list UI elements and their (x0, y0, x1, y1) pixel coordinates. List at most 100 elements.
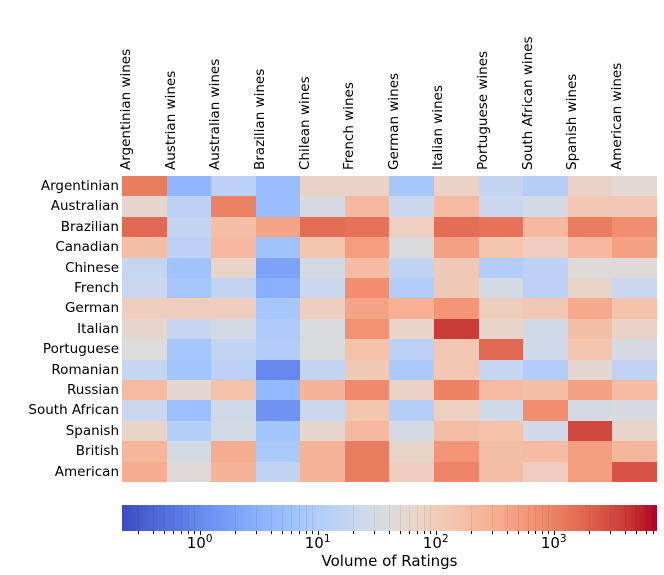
heatmap-cell (389, 461, 435, 482)
heatmap-cell (166, 176, 212, 197)
heatmap-cell (567, 359, 613, 380)
colorbar-minor-tick (194, 505, 196, 531)
heatmap-cell (434, 339, 479, 360)
heatmap-cell (344, 257, 390, 278)
heatmap-cell (255, 196, 301, 217)
colorbar-minor-tick-mark (291, 531, 293, 534)
colorbar-minor-tick-mark (589, 531, 591, 534)
heatmap-cell (211, 441, 256, 462)
heatmap-cell (211, 461, 256, 482)
heatmap-cell (255, 359, 301, 380)
heatmap-cell (300, 176, 345, 197)
colorbar-minor-tick (353, 505, 355, 531)
heatmap-cell (300, 237, 345, 258)
heatmap-cell (612, 339, 657, 360)
colorbar-minor-tick-mark (491, 531, 493, 534)
heatmap-cell (344, 176, 390, 197)
colorbar-minor-tick (589, 505, 591, 531)
heatmap-cell (389, 359, 435, 380)
heatmap-cell (478, 176, 524, 197)
heatmap-cell (434, 441, 479, 462)
heatmap-cell (434, 298, 479, 319)
heatmap-cell (389, 400, 435, 421)
tick-base: 10 (186, 534, 206, 552)
heatmap-cell (523, 298, 568, 319)
colorbar-minor-tick-mark (535, 531, 537, 534)
colorbar-minor-tick (270, 505, 272, 531)
colorbar-minor-tick-mark (506, 531, 508, 534)
heatmap-cell (300, 339, 345, 360)
heatmap-grid (122, 176, 657, 482)
heatmap-cell (255, 339, 301, 360)
colorbar-minor-tick (624, 505, 626, 531)
heatmap-cell (166, 461, 212, 482)
heatmap-cell (166, 400, 212, 421)
heatmap-cell (211, 237, 256, 258)
heatmap-cell (255, 400, 301, 421)
heatmap-cell (612, 176, 657, 197)
heatmap-cell (478, 461, 524, 482)
heatmap-cell (122, 257, 167, 278)
heatmap-cell (478, 379, 524, 401)
heatmap-cell (344, 379, 390, 401)
colorbar-minor-tick-mark (188, 531, 190, 534)
heatmap-cell (300, 420, 345, 442)
colorbar-tick-label: 100 (187, 533, 213, 552)
colorbar-minor-tick-mark (518, 531, 520, 534)
heatmap-cell (122, 237, 167, 258)
colorbar-minor-tick (152, 505, 154, 531)
heatmap-cell (389, 318, 435, 340)
heatmap-cell (122, 216, 167, 238)
y-axis-label: Chinese (65, 259, 119, 276)
heatmap-cell (523, 441, 568, 462)
tick-exponent: 3 (559, 533, 567, 545)
heatmap-cell (567, 257, 613, 278)
colorbar-minor-tick-mark (653, 531, 655, 534)
heatmap-cell (612, 461, 657, 482)
colorbar-minor-tick-mark (282, 531, 284, 534)
heatmap-cell (300, 441, 345, 462)
colorbar-minor-tick-mark (164, 531, 166, 534)
heatmap-cell (211, 400, 256, 421)
y-axis-label: American (54, 463, 119, 480)
heatmap-cell (523, 318, 568, 340)
heatmap-cell (255, 216, 301, 238)
heatmap-cell (567, 400, 613, 421)
colorbar-minor-tick-mark (430, 531, 432, 534)
y-axis-label: British (75, 443, 119, 460)
heatmap-cell (122, 379, 167, 401)
tick-exponent: 0 (205, 533, 213, 545)
colorbar-minor-tick-mark (636, 531, 638, 534)
colorbar-minor-tick (491, 505, 493, 531)
colorbar-minor-tick (164, 505, 166, 531)
heatmap-cell (523, 237, 568, 258)
colorbar-minor-tick-mark (548, 531, 550, 534)
heatmap-cell (389, 441, 435, 462)
heatmap-cell (523, 379, 568, 401)
heatmap-cell (478, 277, 524, 299)
colorbar-minor-tick-mark (624, 531, 626, 534)
heatmap-cell (300, 318, 345, 340)
heatmap-cell (255, 277, 301, 299)
colorbar-minor-tick-mark (424, 531, 426, 534)
colorbar-minor-tick (518, 505, 520, 531)
heatmap-cell (478, 420, 524, 442)
heatmap-cell (523, 461, 568, 482)
colorbar-major-tick-mark (553, 531, 555, 535)
heatmap-cell (389, 277, 435, 299)
colorbar-minor-tick (506, 505, 508, 531)
heatmap-cell (166, 277, 212, 299)
colorbar-minor-tick-mark (255, 531, 257, 534)
heatmap-cell (523, 257, 568, 278)
heatmap-cell (478, 318, 524, 340)
heatmap-cell (344, 461, 390, 482)
heatmap-cell (567, 441, 613, 462)
heatmap-cell (523, 339, 568, 360)
heatmap-cell (300, 359, 345, 380)
colorbar-minor-tick-mark (270, 531, 272, 534)
colorbar-minor-tick (312, 505, 314, 531)
heatmap-cell (434, 359, 479, 380)
heatmap-cell (255, 257, 301, 278)
y-axis-label: Argentinian (40, 178, 119, 194)
